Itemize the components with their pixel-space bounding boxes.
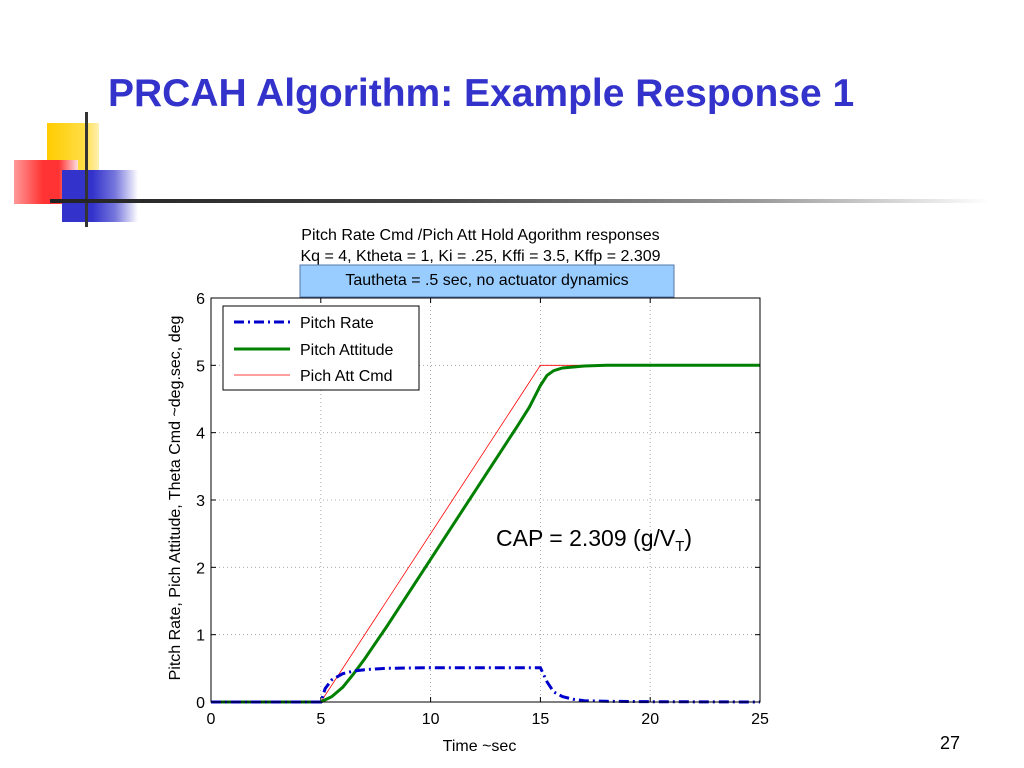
slide-number: 27 [940,733,961,753]
cap-annotation-suffix: ) [684,525,692,551]
y-axis-label: Pitch Rate, Pich Attitude, Theta Cmd ~de… [167,316,184,681]
note-box [299,264,675,298]
chart-title-line: Kq = 4, Ktheta = 1, Ki = .25, Kffi = 3.5… [300,248,660,265]
slide-title: PRCAH Algorithm: Example Response 1 [108,72,855,115]
x-tick-label: 5 [316,711,325,728]
y-tick-label: 3 [196,493,205,510]
deco-horizontal-rule [50,199,990,203]
series-line-pitch-rate [211,666,761,704]
y-tick-label: 1 [196,628,205,645]
y-tick-label: 0 [196,695,205,712]
cap-annotation-prefix: CAP = 2.309 (g/V [496,525,676,551]
legend: Pitch Rate Pitch Attitude Pich Att Cmd [222,305,420,391]
cap-annotation-subscript: T [675,538,684,555]
legend-label: Pitch Rate [300,315,374,332]
y-tick-label: 4 [196,426,205,443]
note-box-text: Tautheta = .5 sec, no actuator dynamics [345,272,628,289]
axes-frame [210,297,761,703]
x-tick-label: 25 [751,711,769,728]
y-tick-label: 5 [196,358,205,375]
cap-annotation: CAP = 2.309 (g/VT) [496,525,692,555]
x-axis-label: Time ~sec [443,738,517,755]
legend-label: Pitch Attitude [300,342,393,359]
deco-vertical-rule [85,112,88,227]
x-tick-label: 15 [532,711,550,728]
chart-title-line: Pitch Rate Cmd /Pich Att Hold Agorithm r… [301,227,659,244]
series-line-pitch-attitude [211,363,760,704]
x-tick-label: 10 [422,711,440,728]
x-tick-label: 0 [207,711,216,728]
deco-blue-square [62,170,138,222]
y-tick-label: 2 [196,560,205,577]
y-tick-label: 6 [196,291,205,308]
legend-label: Pich Att Cmd [300,368,392,385]
x-tick-label: 20 [641,711,659,728]
